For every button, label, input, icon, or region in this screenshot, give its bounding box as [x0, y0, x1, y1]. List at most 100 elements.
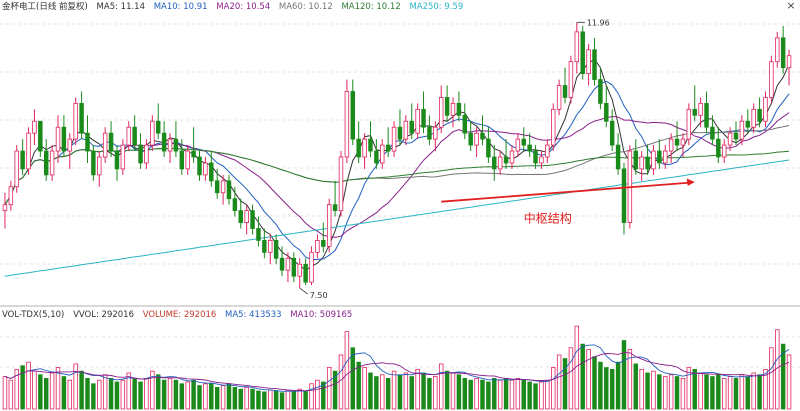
candle-body — [385, 144, 391, 152]
candle-body — [698, 102, 703, 116]
volume-bar — [97, 379, 102, 410]
volume-bar — [551, 367, 556, 410]
candle-body — [138, 144, 143, 164]
candle-body — [350, 91, 356, 140]
pivot-arrowhead — [686, 178, 695, 187]
candle-body — [391, 126, 397, 152]
high-label: 11.96 — [587, 18, 610, 27]
volume-bar — [49, 372, 55, 410]
close-icon[interactable]: × — [786, 0, 796, 12]
candle-body — [173, 138, 179, 152]
candle-body — [20, 150, 25, 170]
candle-body — [321, 240, 326, 247]
candle-body — [409, 120, 414, 134]
candle-body — [780, 37, 786, 69]
candle-body — [326, 204, 332, 247]
low-marker — [299, 287, 308, 295]
volume-bar — [268, 389, 273, 410]
volume-bar — [391, 370, 397, 410]
volume-bar — [8, 379, 14, 410]
candle-body — [226, 180, 232, 200]
candle-body — [273, 240, 279, 259]
volume-bar — [14, 368, 19, 410]
vol-indicator: MA5: 413533 — [225, 310, 282, 320]
candle-body — [232, 198, 238, 212]
volume-bar — [326, 367, 332, 410]
volume-bar — [102, 374, 108, 410]
candle-body — [503, 156, 509, 164]
volume-panel-header: VOL-TDX(5,10) VVOL: 292016 VOLUME: 29201… — [2, 309, 358, 321]
volume-bar — [733, 377, 739, 410]
candle-body — [574, 31, 580, 63]
candle-body — [568, 61, 574, 98]
volume-bar — [786, 354, 792, 410]
candle-body — [368, 138, 373, 152]
volume-bar — [692, 368, 697, 410]
ma-indicator: MA60: 10.12 — [278, 2, 333, 12]
volume-bar — [456, 374, 462, 410]
volume-bar — [615, 361, 621, 410]
candle-body — [303, 263, 308, 283]
vol-indicator: VVOL: 292016 — [73, 310, 134, 320]
candle-body — [2, 204, 8, 212]
candle-body — [32, 120, 37, 134]
candle-body — [786, 55, 792, 69]
volume-bar — [421, 372, 426, 410]
candle-body — [474, 132, 479, 146]
volume-bar — [515, 377, 521, 410]
volume-bar — [592, 356, 597, 410]
volume-bar — [226, 383, 232, 410]
volume-bar — [374, 376, 379, 410]
volume-bar — [362, 367, 367, 410]
volume-label: VOL-TDX(5,10) — [2, 310, 65, 320]
volume-bar — [91, 383, 96, 410]
volume-bar — [315, 379, 320, 410]
candle-body — [521, 138, 526, 146]
candle-body — [256, 228, 261, 241]
volume-bar — [533, 383, 538, 410]
candle-body — [533, 150, 538, 164]
candle-body — [43, 150, 49, 176]
candle-body — [297, 263, 302, 277]
candle-body — [250, 210, 255, 229]
volume-bar — [704, 374, 709, 410]
volume-bar — [657, 374, 662, 410]
candle-body — [132, 126, 137, 146]
volume-bar — [61, 376, 67, 410]
candle-body — [645, 156, 650, 170]
candle-body — [220, 180, 226, 194]
candle-body — [14, 150, 19, 188]
candle-body — [609, 120, 615, 146]
candle-body — [674, 138, 680, 146]
candle-body — [562, 85, 568, 98]
volume-bar — [645, 372, 650, 410]
candle-body — [639, 156, 644, 170]
candle-body — [167, 138, 173, 152]
candle-body — [67, 138, 73, 152]
volume-bar — [438, 363, 444, 410]
candle-body — [102, 132, 108, 158]
volume-bar — [521, 379, 526, 410]
candle-body — [403, 120, 409, 140]
volume-bar — [562, 358, 568, 410]
volume-bar — [67, 379, 73, 410]
candle-body — [244, 210, 249, 223]
volume-bar — [568, 347, 574, 410]
candle-body — [763, 97, 768, 122]
volume-bar — [739, 374, 745, 410]
candle-body — [268, 240, 273, 253]
volume-bar — [368, 372, 373, 410]
volume-bar — [639, 368, 644, 410]
volume-bar — [197, 385, 202, 410]
pivot-arrow — [441, 181, 689, 203]
vol-indicator: MA10: 509165 — [290, 310, 353, 320]
candle-body — [38, 120, 43, 152]
candle-body — [114, 150, 120, 170]
vol-ma10-line — [4, 352, 790, 392]
volume-bar — [120, 379, 126, 410]
candle-body — [380, 144, 385, 164]
candle-body — [415, 108, 420, 134]
candle-body — [73, 102, 78, 140]
volume-bar — [621, 340, 627, 410]
